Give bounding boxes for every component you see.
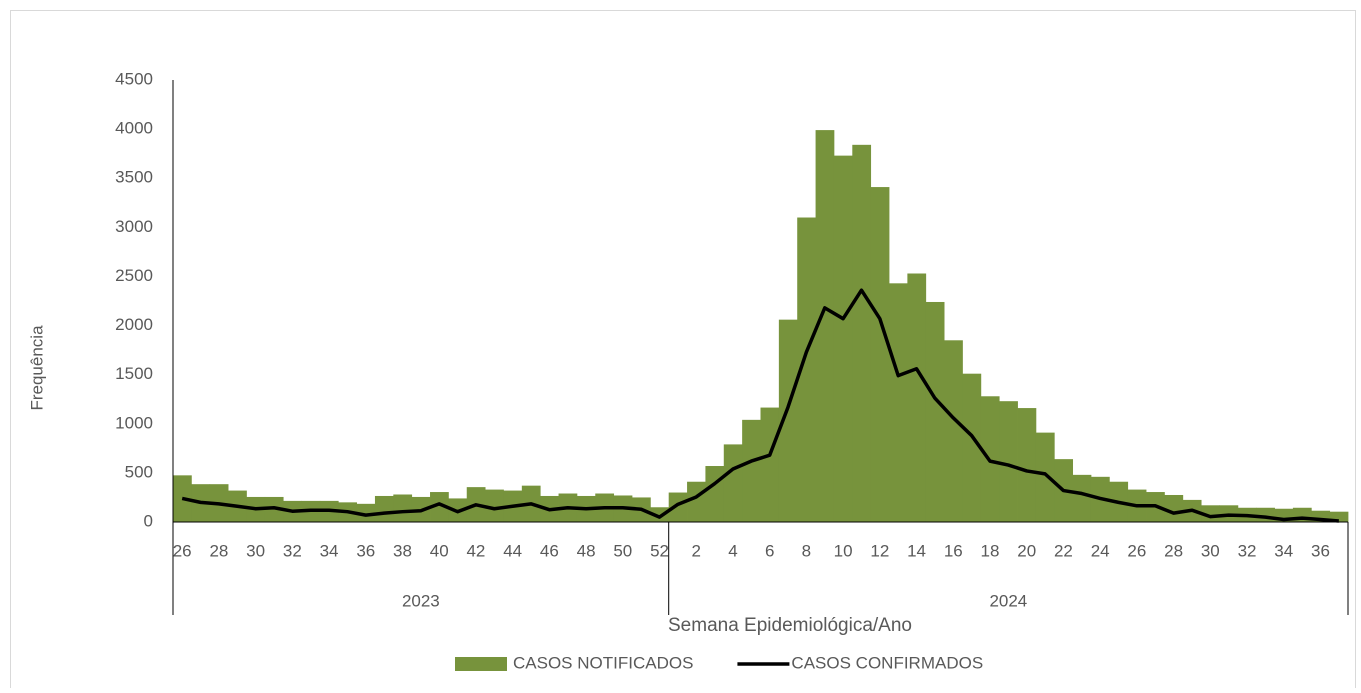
y-tick-label: 3000 — [115, 217, 153, 236]
y-tick-label: 1000 — [115, 413, 153, 432]
bar — [485, 489, 504, 522]
bar — [889, 283, 908, 522]
legend-label: CASOS NOTIFICADOS — [513, 653, 693, 672]
bar — [705, 466, 725, 522]
x-tick-label: 20 — [1017, 541, 1036, 560]
bar — [852, 144, 872, 522]
bar — [723, 444, 743, 522]
y-tick-label: 3500 — [115, 168, 153, 187]
x-tick-label: 6 — [765, 541, 774, 560]
bar — [356, 503, 376, 522]
legend-label: CASOS CONFIRMADOS — [791, 653, 983, 672]
x-tick-label: 12 — [870, 541, 889, 560]
x-tick-label: 26 — [1127, 541, 1146, 560]
x-tick-label: 10 — [834, 541, 853, 560]
bar — [815, 130, 835, 523]
x-tick-label: 4 — [728, 541, 737, 560]
x-tick-label: 34 — [320, 541, 339, 560]
group-label: 2023 — [402, 591, 440, 610]
bar — [687, 481, 706, 522]
x-tick-label: 30 — [1201, 541, 1220, 560]
bar — [1017, 408, 1037, 522]
bar — [668, 492, 688, 522]
x-tick-label: 50 — [613, 541, 632, 560]
y-tick-label: 2500 — [115, 266, 153, 285]
bar — [393, 494, 413, 522]
bar — [1035, 432, 1055, 522]
x-tick-label: 22 — [1054, 541, 1073, 560]
x-tick-label: 28 — [1164, 541, 1183, 560]
bar — [1164, 494, 1184, 522]
bar — [742, 419, 761, 522]
bar — [944, 340, 963, 522]
bar — [1329, 511, 1349, 522]
bar — [1311, 510, 1331, 522]
bar — [797, 217, 816, 522]
x-tick-label: 34 — [1274, 541, 1293, 560]
x-tick-label: 44 — [503, 541, 522, 560]
x-tick-label: 16 — [944, 541, 963, 560]
bar — [870, 187, 890, 522]
x-tick-label: 32 — [283, 541, 302, 560]
bar — [650, 507, 670, 522]
x-tick-label: 14 — [907, 541, 926, 560]
x-tick-label: 2 — [692, 541, 701, 560]
x-tick-label: 40 — [430, 541, 449, 560]
group-label: 2024 — [989, 591, 1027, 610]
bar — [430, 492, 449, 522]
y-tick-label: 2000 — [115, 315, 153, 334]
bar — [925, 301, 945, 522]
legend-swatch — [455, 657, 507, 671]
line — [181, 288, 1339, 523]
bar — [907, 273, 927, 522]
bar — [962, 373, 982, 522]
y-tick-label: 4500 — [115, 69, 153, 88]
x-tick-label: 8 — [802, 541, 811, 560]
x-tick-label: 42 — [466, 541, 485, 560]
x-tick-label: 38 — [393, 541, 412, 560]
y-axis-label: Frequência — [27, 325, 46, 411]
x-tick-label: 28 — [209, 541, 228, 560]
bar — [1072, 474, 1092, 522]
bar — [999, 401, 1018, 522]
x-tick-label: 36 — [356, 541, 375, 560]
x-tick-label: 48 — [577, 541, 596, 560]
x-tick-label: 24 — [1091, 541, 1110, 560]
x-tick-label: 18 — [981, 541, 1000, 560]
x-tick-label: 52 — [650, 541, 669, 560]
x-tick-label: 32 — [1238, 541, 1257, 560]
bar — [374, 495, 394, 522]
bar — [760, 407, 780, 522]
x-tick-label: 46 — [540, 541, 559, 560]
x-tick-label: 36 — [1311, 541, 1330, 560]
bar — [778, 319, 798, 522]
y-tick-label: 0 — [144, 511, 153, 530]
x-tick-label: 26 — [173, 541, 192, 560]
y-tick-label: 4000 — [115, 119, 153, 138]
y-tick-label: 1500 — [115, 364, 153, 383]
chart-frame — [10, 10, 1356, 693]
bar — [833, 155, 853, 522]
y-tick-label: 500 — [125, 462, 153, 481]
x-tick-label: 30 — [246, 541, 265, 560]
x-axis-label: Semana Epidemiológica/Ano — [668, 615, 912, 636]
